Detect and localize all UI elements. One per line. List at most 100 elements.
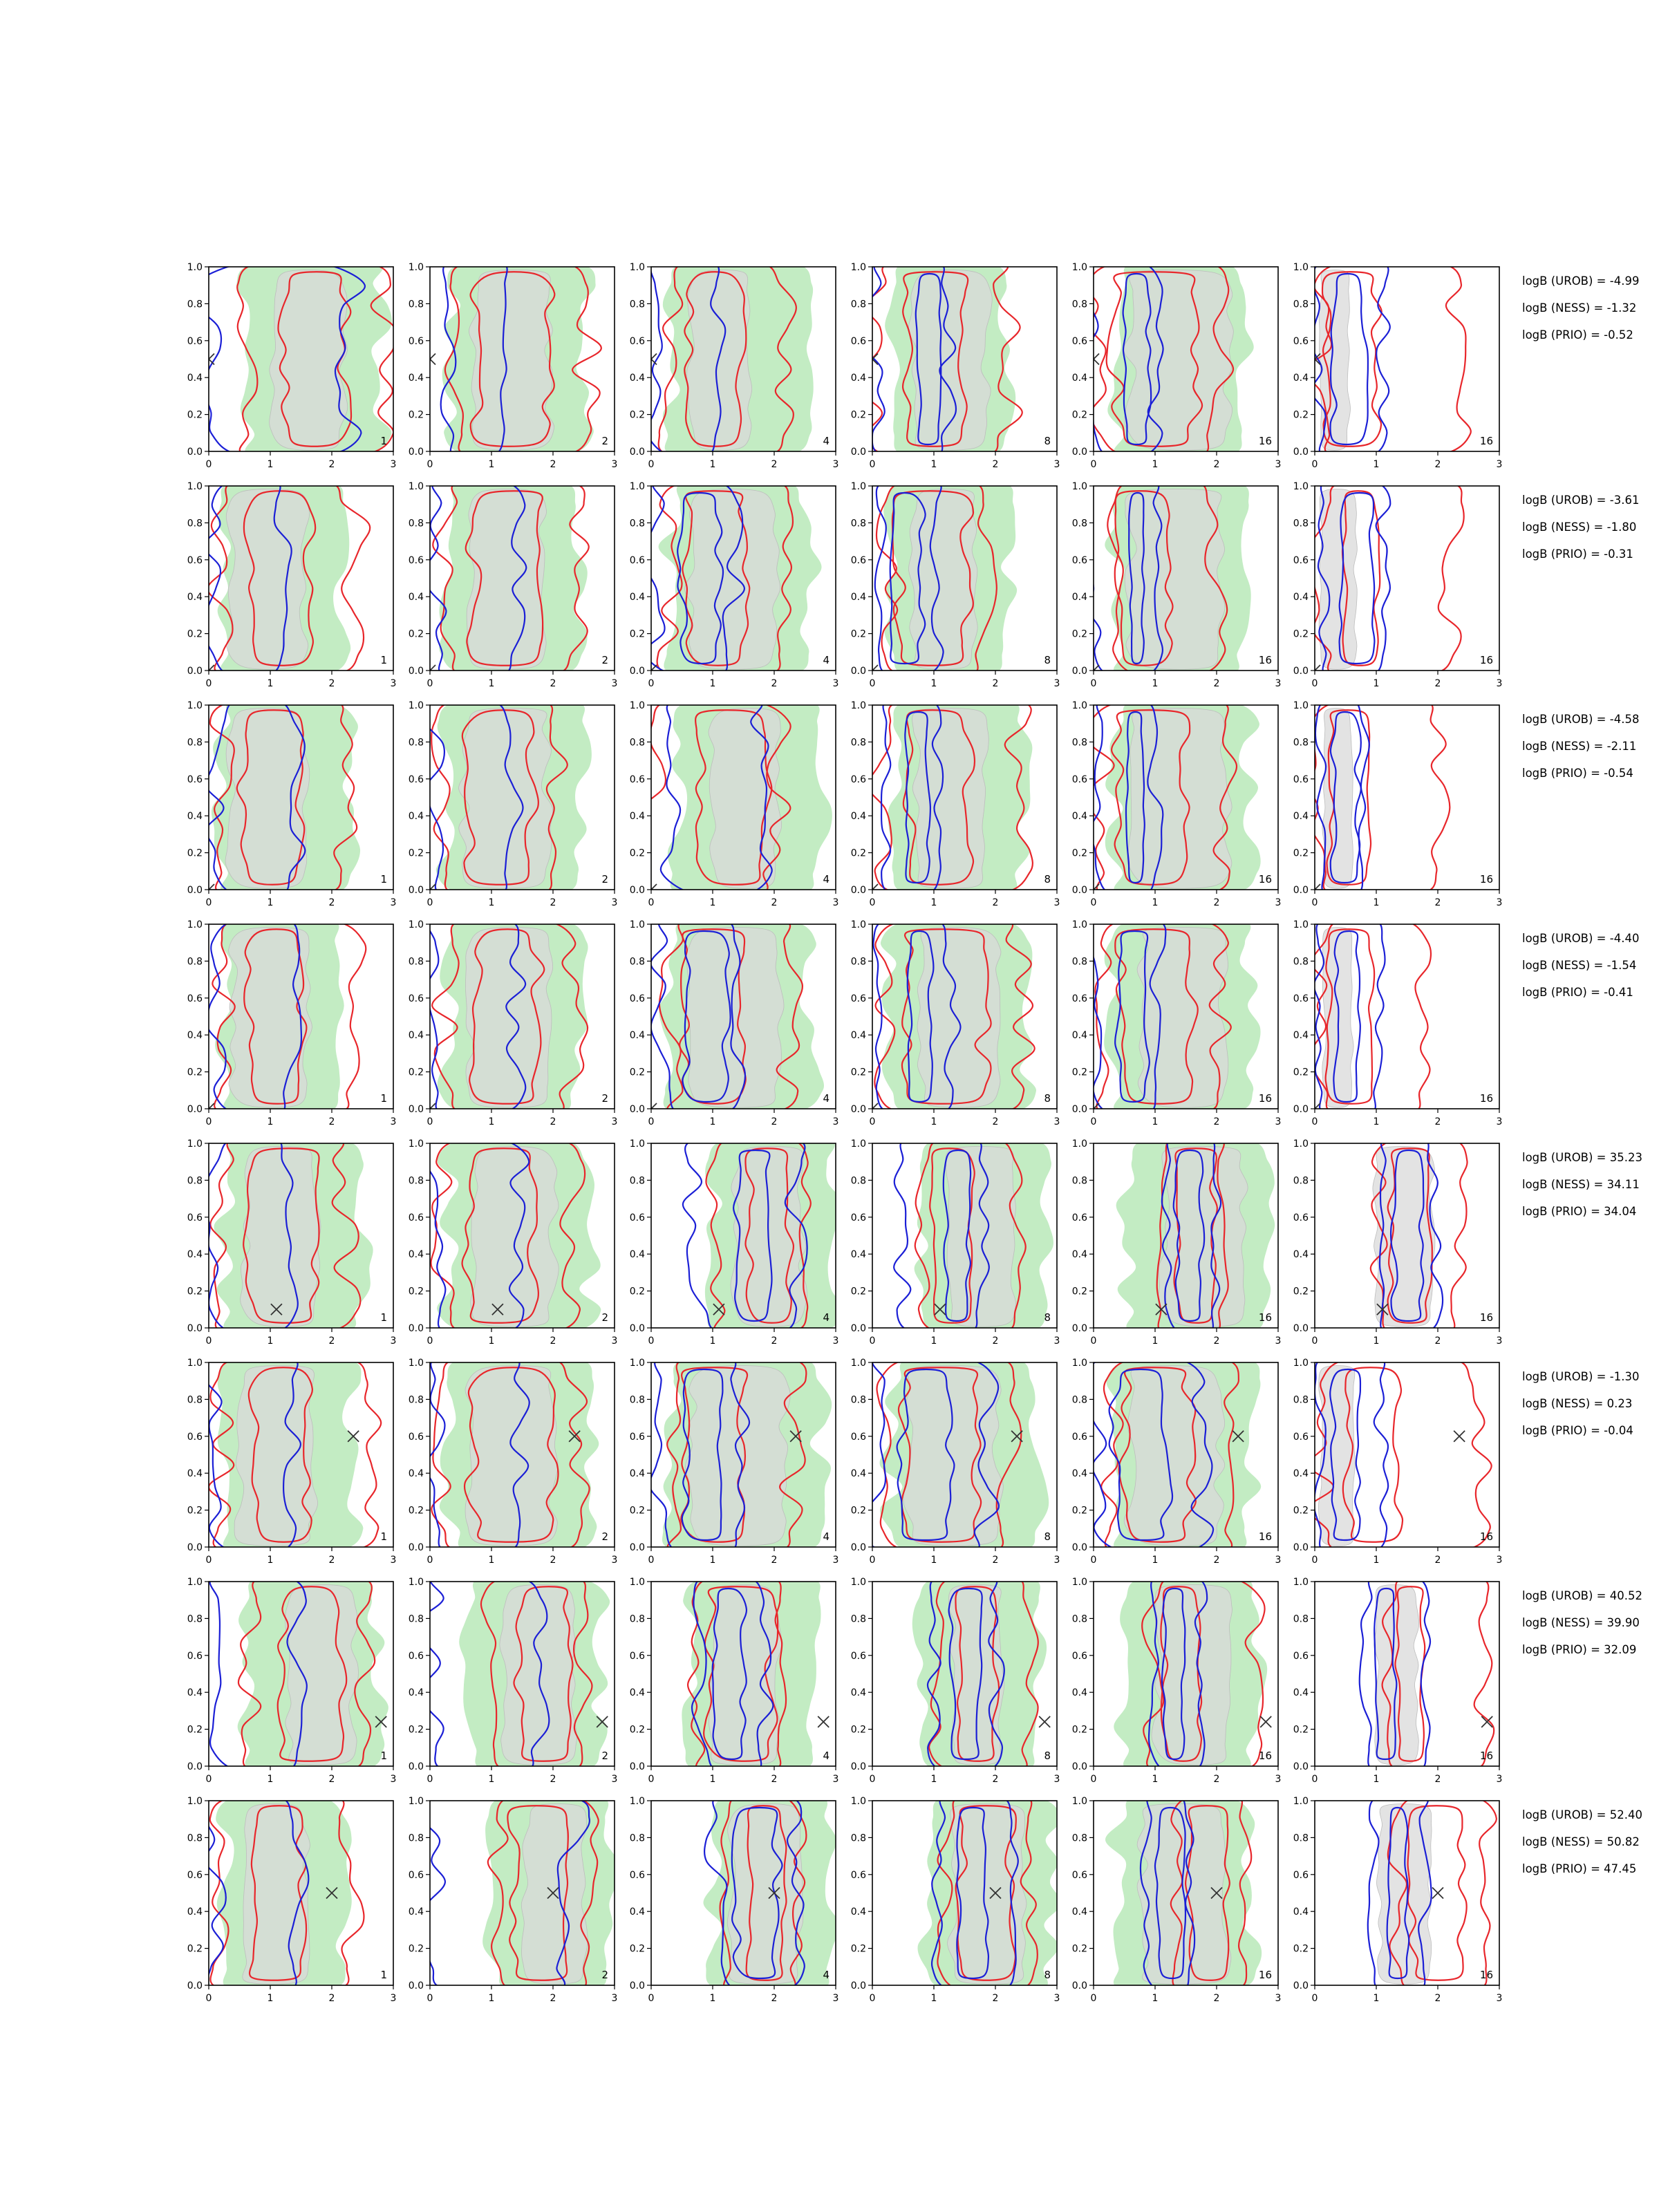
x-tick-label: 2 — [771, 1335, 778, 1347]
contour-blue-2 — [677, 491, 724, 665]
x-tick-label: 1 — [710, 897, 716, 908]
y-tick-label: 1.0 — [630, 1577, 645, 1588]
x-tick-label: 0 — [206, 678, 212, 689]
x-tick-label: 1 — [710, 1335, 716, 1347]
contour-blue-1 — [880, 705, 944, 890]
x-tick-label: 3 — [1275, 897, 1282, 908]
x-tick-label: 1 — [489, 678, 495, 689]
panel-corner-label: 4 — [823, 1530, 830, 1543]
contour-blue-2 — [1128, 491, 1145, 665]
y-tick-label: 0.2 — [1293, 1944, 1309, 1955]
y-tick-label: 1.0 — [1072, 1796, 1087, 1807]
y-tick-label: 0.0 — [851, 885, 866, 896]
contour-blue-1 — [209, 924, 303, 1109]
logb-value: logB (NESS) = -1.54 — [1522, 959, 1636, 972]
x-tick-label: 1 — [710, 1116, 716, 1127]
panel-r6-c1: 0.0 0.2 0.4 0.6 0.8 1.0 0 1 2 3 1 — [187, 1358, 397, 1566]
contour-red-2 — [1321, 271, 1382, 447]
axes-frame — [1314, 704, 1500, 890]
y-tick-label: 0.6 — [851, 1651, 866, 1662]
y-tick-label: 0.2 — [1072, 1067, 1087, 1078]
y-tick-label: 0.0 — [187, 1761, 203, 1772]
y-tick-label: 1.0 — [187, 919, 203, 930]
x-tick-label: 3 — [1275, 1774, 1282, 1785]
y-tick-label: 0.6 — [630, 1212, 645, 1224]
contour-red-1 — [1387, 1801, 1497, 1985]
contour-red-1 — [705, 1143, 812, 1328]
panel-r7-c4: 0.0 0.2 0.4 0.6 0.8 1.0 0 1 2 3 8 — [851, 1577, 1060, 1785]
panel-corner-label: 2 — [601, 1530, 608, 1543]
contour-red-2 — [247, 1367, 313, 1543]
x-tick-label: 2 — [993, 459, 999, 470]
x-tick-label: 3 — [833, 1555, 839, 1566]
panel-r8-c5: 0.0 0.2 0.4 0.6 0.8 1.0 0 1 2 3 16 — [1072, 1796, 1282, 2004]
y-tick-label: 0.4 — [187, 1249, 203, 1260]
x-tick-label: 2 — [771, 678, 778, 689]
contour-blue-1 — [440, 267, 508, 451]
y-tick-label: 0.4 — [630, 373, 645, 384]
contour-blue-1 — [1139, 1801, 1196, 1985]
contour-red-2 — [507, 1805, 569, 1981]
contour-blue-2 — [1338, 491, 1376, 665]
x-tick-label: 3 — [1054, 678, 1060, 689]
y-tick-label: 0.8 — [409, 956, 424, 967]
y-tick-label: 1.0 — [1293, 1358, 1309, 1369]
x-tick-label: 2 — [550, 1116, 556, 1127]
logb-value: logB (PRIO) = 32.09 — [1522, 1643, 1636, 1656]
contour-red-1 — [874, 924, 1035, 1109]
contour-blue-1 — [209, 1362, 302, 1547]
contour-blue-1 — [872, 1362, 1000, 1547]
y-tick-label: 0.4 — [630, 811, 645, 822]
x-tick-label: 2 — [550, 1555, 556, 1566]
x-tick-label: 2 — [329, 1555, 335, 1566]
panel-r6-c5: 0.0 0.2 0.4 0.6 0.8 1.0 0 1 2 3 16 — [1072, 1358, 1282, 1566]
true-value-marker — [375, 1716, 387, 1728]
axes-frame — [429, 266, 615, 452]
x-tick-label: 1 — [931, 1335, 937, 1347]
logb-value: logB (PRIO) = -0.41 — [1522, 986, 1633, 999]
x-tick-label: 3 — [1497, 1116, 1503, 1127]
y-tick-label: 0.2 — [409, 1067, 424, 1078]
y-tick-label: 0.0 — [1293, 1542, 1309, 1553]
y-tick-label: 0.0 — [1072, 1761, 1087, 1772]
posterior-region-gray — [945, 1146, 1016, 1327]
y-tick-label: 0.6 — [630, 1432, 645, 1443]
posterior-region-gray — [234, 1365, 318, 1546]
y-tick-label: 0.8 — [1072, 299, 1087, 310]
true-value-marker — [651, 1103, 657, 1109]
y-tick-label: 0.8 — [187, 518, 203, 529]
contour-blue-1 — [926, 1582, 1005, 1766]
x-tick-label: 0 — [648, 1555, 655, 1566]
y-tick-label: 0.2 — [1293, 1067, 1309, 1078]
contour-blue-2 — [1329, 711, 1362, 884]
y-tick-label: 1.0 — [187, 262, 203, 273]
contour-red-2 — [243, 928, 308, 1105]
y-tick-label: 0.4 — [1293, 1687, 1309, 1698]
x-tick-label: 0 — [870, 459, 876, 470]
panel-corner-label: 16 — [1480, 1311, 1493, 1324]
y-tick-label: 0.2 — [187, 1506, 203, 1517]
axes-frame — [208, 485, 394, 671]
logb-value: logB (PRIO) = -0.31 — [1522, 547, 1633, 561]
contour-red-2 — [243, 1147, 320, 1324]
y-tick-label: 0.0 — [630, 1980, 645, 1991]
contour-red-1 — [656, 486, 794, 671]
posterior-region-gray — [684, 927, 785, 1108]
contour-red-2 — [901, 928, 992, 1105]
y-tick-label: 0.4 — [630, 1906, 645, 1918]
x-tick-label: 3 — [612, 459, 618, 470]
y-tick-label: 0.4 — [851, 373, 866, 384]
y-tick-label: 1.0 — [630, 919, 645, 930]
y-tick-label: 1.0 — [1293, 700, 1309, 711]
contour-red-2 — [1394, 1586, 1426, 1762]
panel-r6-c6: 0.0 0.2 0.4 0.6 0.8 1.0 0 1 2 3 16 — [1293, 1358, 1503, 1566]
panel-r5-c2: 0.00.20.40.60.81.00 1 2 32 — [409, 1138, 618, 1347]
y-tick-label: 0.2 — [630, 1067, 645, 1078]
axes-frame — [650, 485, 836, 671]
panel-r2-c5: 0.0 0.2 0.4 0.6 0.8 1.0 0 1 2 3 16 — [1072, 481, 1282, 689]
axes-frame — [1314, 924, 1500, 1109]
x-tick-label: 3 — [612, 1993, 618, 2004]
contour-blue-2 — [1108, 1368, 1174, 1541]
axes-frame — [872, 1800, 1058, 1986]
panel-r1-c3: 0.0 0.2 0.4 0.6 0.8 1.0 0 1 2 3 4 — [630, 262, 839, 470]
